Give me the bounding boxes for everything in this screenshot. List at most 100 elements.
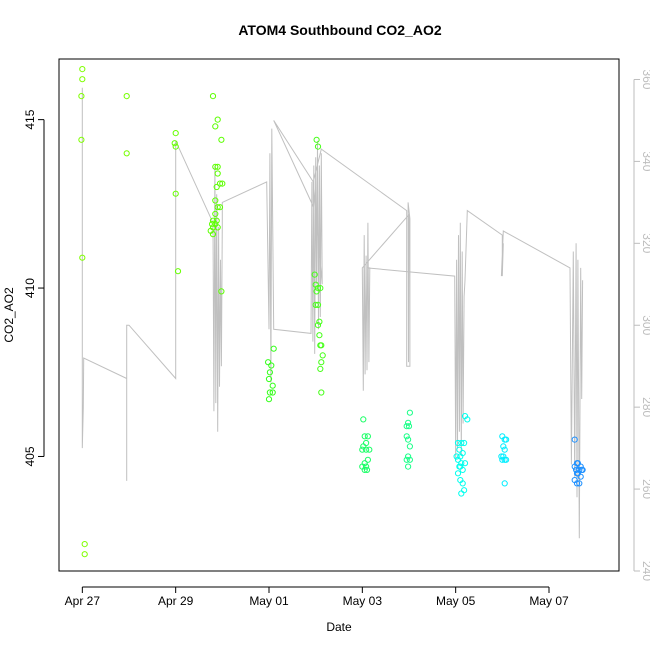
- data-point: [171, 140, 178, 147]
- data-point: [214, 116, 221, 123]
- data-point: [265, 359, 272, 366]
- data-point: [313, 136, 320, 143]
- data-point: [314, 322, 322, 329]
- y2-tick-label: 340: [640, 151, 650, 171]
- data-point: [266, 389, 273, 396]
- data-point: [172, 143, 179, 150]
- data-point: [571, 436, 578, 443]
- data-point: [219, 180, 226, 187]
- data-point: [317, 365, 324, 372]
- data-point: [498, 453, 505, 460]
- data-point: [571, 463, 578, 470]
- data-point: [78, 136, 85, 143]
- data-point: [405, 436, 412, 443]
- y2-tick-label: 260: [640, 479, 650, 499]
- data-point: [174, 268, 182, 275]
- data-point: [458, 490, 465, 497]
- data-point: [319, 352, 326, 359]
- data-point: [405, 453, 412, 460]
- data-point: [214, 170, 221, 177]
- data-point: [172, 190, 179, 197]
- data-point: [458, 460, 465, 467]
- x-axis-label: Date: [326, 620, 352, 634]
- x-axis: Apr 27 Apr 29 May 01 May 03 May 05 May 07: [65, 586, 569, 608]
- data-point: [218, 136, 225, 143]
- data-point: [214, 224, 221, 231]
- plot-frame: [58, 58, 620, 572]
- data-point: [214, 204, 221, 211]
- data-point: [405, 423, 413, 430]
- data-point: [577, 473, 584, 480]
- data-point: [456, 446, 463, 453]
- data-point: [577, 463, 584, 470]
- data-point: [269, 389, 276, 396]
- data-point: [123, 93, 130, 100]
- x-tick-label: Apr 29: [158, 594, 194, 608]
- data-point: [313, 288, 320, 295]
- data-point: [265, 375, 273, 383]
- data-point: [209, 93, 217, 100]
- data-point: [218, 288, 225, 295]
- data-point: [576, 480, 583, 487]
- data-point: [216, 204, 224, 211]
- data-point: [212, 123, 219, 130]
- y-tick-label: 415: [23, 109, 37, 129]
- data-point: [265, 396, 273, 403]
- data-point: [501, 446, 508, 453]
- data-point: [405, 419, 412, 426]
- data-point: [579, 466, 586, 473]
- data-point: [464, 416, 471, 423]
- y-axis-left: 405 410 415: [23, 109, 45, 466]
- data-point: [269, 382, 276, 389]
- data-point: [314, 301, 322, 308]
- data-point: [318, 359, 325, 366]
- data-point: [214, 163, 221, 170]
- data-point: [81, 541, 88, 548]
- series-line-0: [81, 87, 584, 539]
- data-point: [459, 450, 466, 457]
- data-point: [316, 332, 323, 339]
- data-point: [79, 76, 86, 83]
- data-point: [359, 446, 366, 453]
- y-axis-right: 240 260 280 300 320 340 360: [633, 69, 650, 581]
- data-point: [361, 466, 368, 473]
- data-point: [499, 456, 506, 463]
- data-point: [461, 460, 469, 467]
- data-point: [363, 466, 371, 473]
- data-point: [212, 210, 219, 217]
- data-point: [364, 433, 371, 440]
- secondary-trace-layer: [81, 87, 584, 539]
- data-point: [78, 93, 85, 100]
- data-point: [406, 456, 413, 463]
- data-point: [212, 197, 219, 204]
- data-point: [213, 217, 220, 224]
- data-point: [216, 180, 224, 187]
- data-point: [361, 433, 368, 440]
- data-point: [461, 439, 468, 447]
- data-point: [403, 423, 410, 430]
- data-point: [314, 285, 322, 292]
- data-point: [318, 389, 325, 396]
- x-tick-label: May 07: [529, 594, 569, 608]
- data-point: [364, 456, 371, 463]
- data-point: [573, 480, 581, 487]
- y-tick-label: 405: [23, 446, 37, 466]
- data-point: [266, 369, 273, 376]
- data-point: [81, 551, 88, 558]
- x-tick-label: May 01: [249, 594, 289, 608]
- data-point: [454, 456, 462, 463]
- chart-title: ATOM4 Southbound CO2_AO2: [238, 22, 441, 38]
- data-point: [454, 470, 462, 477]
- data-point: [123, 150, 130, 157]
- data-point: [406, 409, 413, 416]
- data-point: [312, 301, 319, 308]
- data-point: [360, 416, 367, 423]
- data-point: [363, 463, 370, 470]
- data-point: [79, 66, 86, 73]
- y2-tick-label: 320: [640, 233, 650, 253]
- data-point: [501, 480, 508, 487]
- y2-tick-label: 240: [640, 561, 650, 581]
- y2-tick-label: 300: [640, 315, 650, 335]
